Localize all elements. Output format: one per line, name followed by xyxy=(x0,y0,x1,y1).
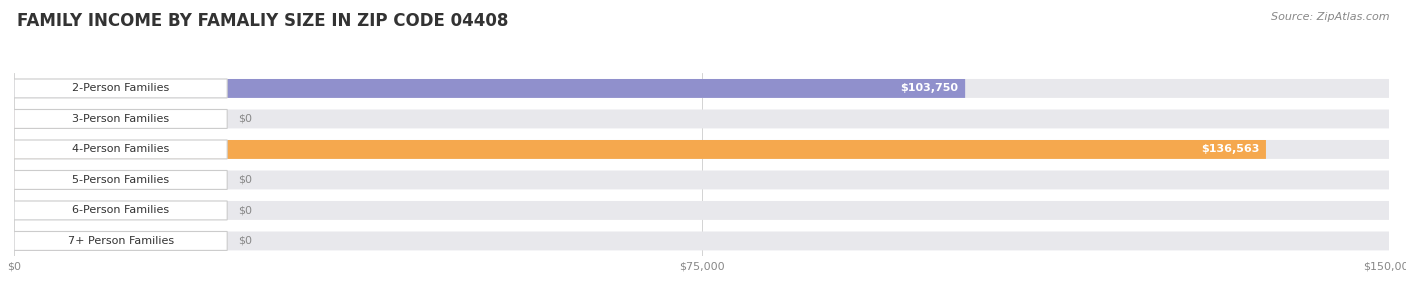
Text: 5-Person Families: 5-Person Families xyxy=(72,175,169,185)
FancyBboxPatch shape xyxy=(14,140,228,159)
FancyBboxPatch shape xyxy=(14,201,228,220)
Text: $0: $0 xyxy=(238,236,252,246)
Text: $103,750: $103,750 xyxy=(900,84,959,93)
Text: 4-Person Families: 4-Person Families xyxy=(72,145,169,154)
FancyBboxPatch shape xyxy=(14,140,1389,159)
Text: 2-Person Families: 2-Person Families xyxy=(72,84,169,93)
Text: FAMILY INCOME BY FAMALIY SIZE IN ZIP CODE 04408: FAMILY INCOME BY FAMALIY SIZE IN ZIP COD… xyxy=(17,12,508,30)
FancyBboxPatch shape xyxy=(14,79,1389,98)
FancyBboxPatch shape xyxy=(14,79,228,98)
Text: $0: $0 xyxy=(238,175,252,185)
Text: 7+ Person Families: 7+ Person Families xyxy=(67,236,174,246)
FancyBboxPatch shape xyxy=(14,170,228,189)
FancyBboxPatch shape xyxy=(14,79,965,98)
FancyBboxPatch shape xyxy=(14,109,228,128)
FancyBboxPatch shape xyxy=(14,109,90,128)
Text: $0: $0 xyxy=(238,114,252,124)
FancyBboxPatch shape xyxy=(14,170,1389,189)
Text: $136,563: $136,563 xyxy=(1201,145,1260,154)
FancyBboxPatch shape xyxy=(14,231,90,250)
Text: 3-Person Families: 3-Person Families xyxy=(72,114,169,124)
FancyBboxPatch shape xyxy=(14,140,1265,159)
Text: 6-Person Families: 6-Person Families xyxy=(72,206,169,215)
FancyBboxPatch shape xyxy=(14,201,1389,220)
Text: $0: $0 xyxy=(238,206,252,215)
FancyBboxPatch shape xyxy=(14,170,90,189)
FancyBboxPatch shape xyxy=(14,109,1389,128)
FancyBboxPatch shape xyxy=(14,201,90,220)
Text: Source: ZipAtlas.com: Source: ZipAtlas.com xyxy=(1271,12,1389,22)
FancyBboxPatch shape xyxy=(14,231,228,250)
FancyBboxPatch shape xyxy=(14,231,1389,250)
